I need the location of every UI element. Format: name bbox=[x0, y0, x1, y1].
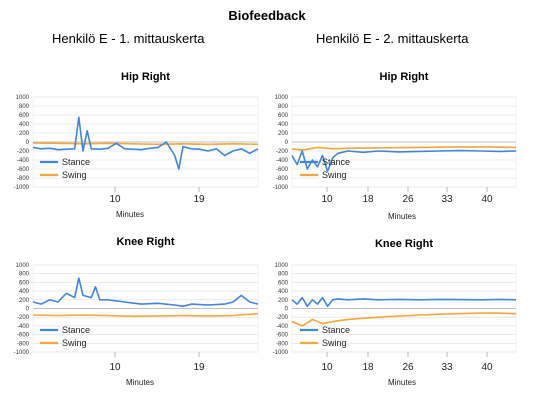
series-line-stance bbox=[32, 277, 259, 308]
y-tick-label: 200 bbox=[19, 298, 30, 304]
chart-title: Knee Right bbox=[116, 236, 174, 248]
y-tick-label: -400 bbox=[276, 324, 289, 330]
plot-area bbox=[32, 264, 259, 353]
y-tick-label: -200 bbox=[276, 315, 289, 321]
y-tick-label: 1000 bbox=[275, 95, 289, 101]
y-tick-label: 800 bbox=[19, 104, 30, 110]
series-line-swing bbox=[32, 312, 259, 318]
series-line-stance bbox=[32, 116, 259, 170]
y-tick-label: 400 bbox=[19, 122, 30, 128]
legend-label-swing: Swing bbox=[62, 338, 87, 348]
y-tick-label: 800 bbox=[278, 272, 289, 278]
y-tick-label: 0 bbox=[26, 140, 30, 146]
y-tick-label: -600 bbox=[17, 333, 30, 339]
x-tick-label: 33 bbox=[441, 194, 453, 205]
x-tick-label: 26 bbox=[402, 362, 414, 373]
y-tick-label: -200 bbox=[17, 315, 30, 321]
y-tick-label: -800 bbox=[276, 176, 289, 182]
legend-label-stance: Stance bbox=[62, 325, 90, 335]
series-line-swing bbox=[291, 312, 517, 327]
y-tick-label: -600 bbox=[276, 333, 289, 339]
y-tick-label: 600 bbox=[278, 280, 289, 286]
y-tick-label: -1000 bbox=[273, 350, 289, 356]
chart-title: Knee Right bbox=[375, 238, 433, 250]
y-tick-label: -200 bbox=[17, 149, 30, 155]
y-tick-label: 0 bbox=[285, 307, 289, 313]
y-tick-label: -1000 bbox=[273, 185, 289, 191]
y-tick-label: -800 bbox=[17, 341, 30, 347]
series-line-stance bbox=[291, 296, 517, 308]
legend-label-swing: Swing bbox=[322, 170, 347, 180]
y-tick-label: -800 bbox=[17, 176, 30, 182]
column-header-1: Henkilö E - 1. mittauskerta bbox=[52, 31, 205, 46]
y-tick-label: -1000 bbox=[14, 185, 30, 191]
y-tick-label: 0 bbox=[285, 140, 289, 146]
series-line-swing bbox=[291, 146, 517, 151]
y-tick-label: 600 bbox=[19, 280, 30, 286]
plot-area bbox=[32, 96, 259, 188]
y-tick-label: 1000 bbox=[16, 263, 30, 269]
chart-panel-1: Hip Right 1000 800 600 400 200 0 -200 -400 -600 -8… bbox=[14, 71, 259, 219]
legend-label-stance: Stance bbox=[322, 325, 350, 335]
y-tick-label: 600 bbox=[278, 113, 289, 119]
y-tick-label: 200 bbox=[278, 298, 289, 304]
series-line-stance bbox=[291, 149, 517, 173]
series-line-swing bbox=[32, 142, 259, 146]
legend-label-stance: Stance bbox=[322, 157, 350, 167]
x-tick-label: 10 bbox=[321, 194, 333, 205]
x-tick-label: 33 bbox=[441, 362, 453, 373]
x-tick-label: 10 bbox=[109, 194, 121, 205]
x-tick-label: 19 bbox=[193, 194, 205, 205]
legend-label-swing: Swing bbox=[62, 170, 87, 180]
x-tick-label: 26 bbox=[402, 194, 414, 205]
page-title: Biofeedback bbox=[228, 8, 306, 23]
y-tick-label: -400 bbox=[17, 158, 30, 164]
y-tick-label: 200 bbox=[278, 131, 289, 137]
plot-area bbox=[291, 264, 517, 353]
x-axis-label: Minutes bbox=[126, 378, 154, 387]
y-tick-label: 200 bbox=[19, 131, 30, 137]
x-tick-label: 40 bbox=[481, 362, 493, 373]
chart-panel-3: Knee Right 1000 800 600 400 200 0 -200 -400 -600 -… bbox=[14, 236, 259, 387]
y-tick-label: 800 bbox=[278, 104, 289, 110]
y-tick-label: -600 bbox=[276, 167, 289, 173]
y-tick-label: 400 bbox=[278, 122, 289, 128]
y-tick-label: -1000 bbox=[14, 350, 30, 356]
chart-panel-4: Knee Right 1000 800 600 400 200 0 -200 -400 -600 -… bbox=[273, 238, 517, 387]
y-tick-label: 600 bbox=[19, 113, 30, 119]
legend-label-stance: Stance bbox=[62, 157, 90, 167]
chart-title: Hip Right bbox=[380, 71, 429, 83]
legend-label-swing: Swing bbox=[322, 338, 347, 348]
y-tick-label: 800 bbox=[19, 272, 30, 278]
chart-title: Hip Right bbox=[121, 71, 170, 83]
x-tick-label: 40 bbox=[481, 194, 493, 205]
y-tick-label: -400 bbox=[17, 324, 30, 330]
x-axis-label: Minutes bbox=[116, 210, 144, 219]
x-tick-label: 19 bbox=[193, 362, 205, 373]
y-tick-label: 1000 bbox=[16, 95, 30, 101]
chart-panel-2: Hip Right 1000 800 600 400 200 0 -200 -400 -600 -8… bbox=[273, 71, 517, 221]
y-tick-label: -400 bbox=[276, 158, 289, 164]
x-tick-label: 18 bbox=[362, 194, 374, 205]
column-header-2: Henkilö E - 2. mittauskerta bbox=[316, 31, 469, 46]
y-tick-label: -200 bbox=[276, 149, 289, 155]
y-tick-label: 1000 bbox=[275, 263, 289, 269]
y-tick-label: 0 bbox=[26, 307, 30, 313]
y-tick-label: -600 bbox=[17, 167, 30, 173]
y-tick-label: -800 bbox=[276, 341, 289, 347]
y-tick-label: 400 bbox=[278, 289, 289, 295]
x-axis-label: Minutes bbox=[388, 378, 416, 387]
plot-area bbox=[291, 96, 517, 188]
x-axis-label: Minutes bbox=[388, 212, 416, 221]
x-tick-label: 10 bbox=[321, 362, 333, 373]
x-tick-label: 18 bbox=[362, 362, 374, 373]
y-tick-label: 400 bbox=[19, 289, 30, 295]
x-tick-label: 10 bbox=[109, 362, 121, 373]
